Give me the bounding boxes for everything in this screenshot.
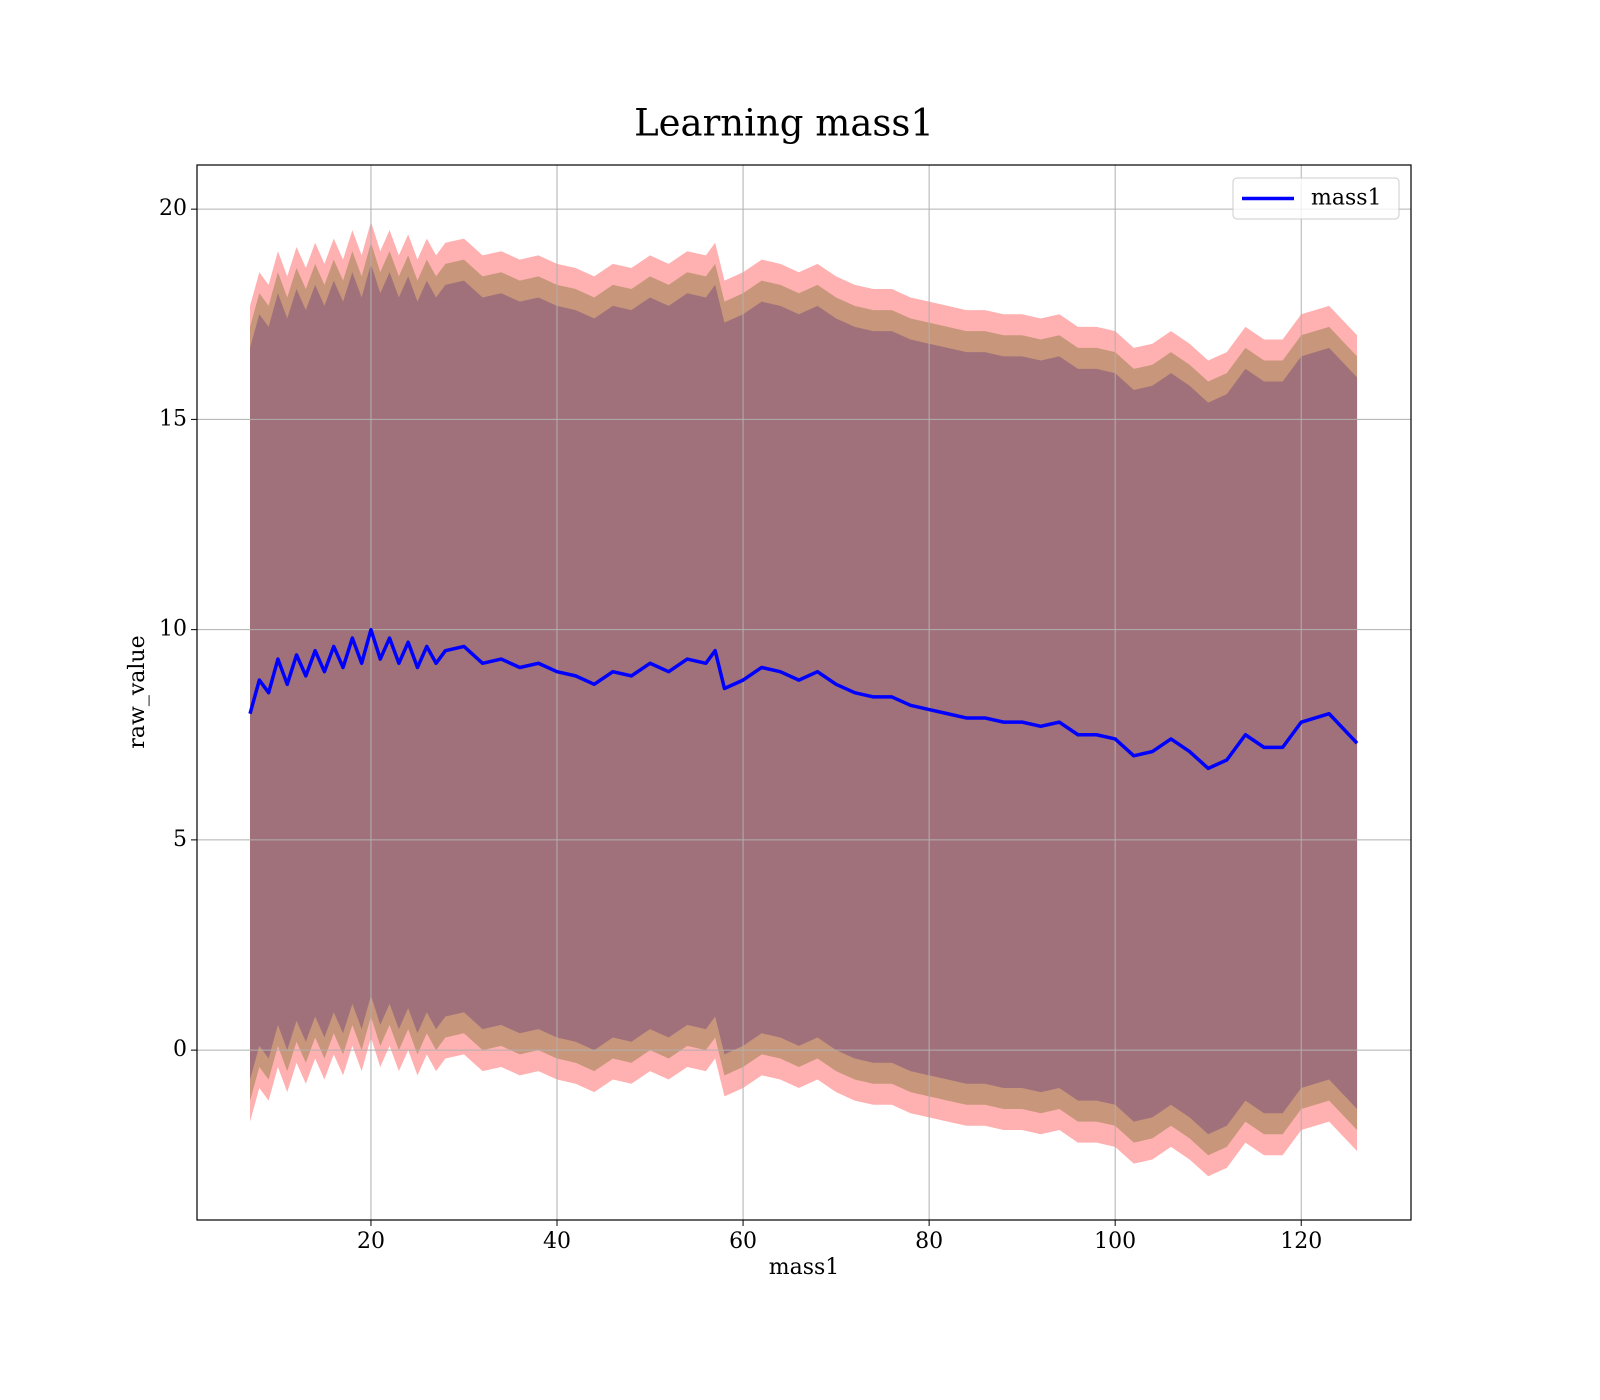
x-tick-label: 120: [1280, 1229, 1322, 1254]
y-tick-label: 5: [173, 827, 187, 852]
legend-box: [1232, 177, 1400, 220]
chart-title: Learning mass1: [634, 102, 934, 145]
x-tick-label: 20: [357, 1229, 385, 1254]
data-line: [248, 627, 1359, 771]
y-tick-label: 0: [173, 1037, 187, 1062]
x-tick-label: 100: [1094, 1229, 1136, 1254]
y-tick-label: 20: [159, 196, 187, 221]
y-tick-label: 15: [159, 406, 187, 431]
confidence-band: [250, 263, 1358, 1135]
x-tick-label: 60: [729, 1229, 757, 1254]
x-axis-label: mass1: [769, 1255, 840, 1280]
y-axis-label: raw_value: [125, 635, 150, 748]
x-tick-label: 40: [543, 1229, 571, 1254]
x-tick-label: 80: [915, 1229, 943, 1254]
y-tick-label: 10: [159, 617, 187, 642]
plot-frame: [196, 164, 1412, 1221]
legend-label: mass1: [1311, 186, 1382, 211]
